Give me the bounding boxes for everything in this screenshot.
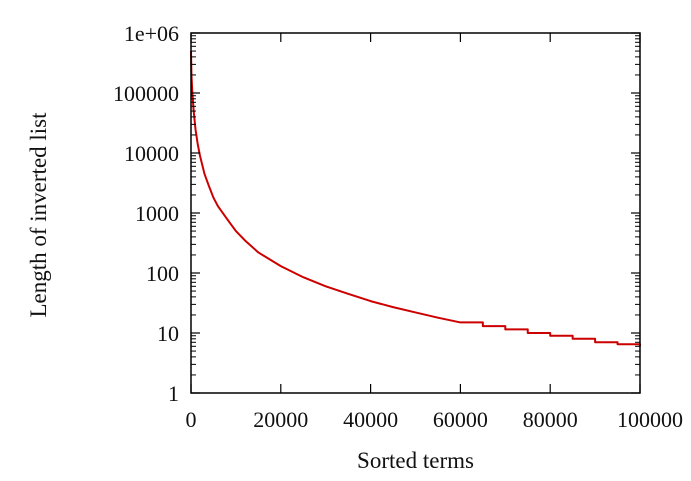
x-tick-label: 100000 [617, 407, 683, 432]
y-tick-label: 10000 [124, 141, 179, 166]
x-axis-label: Sorted terms [357, 448, 474, 473]
x-tick-label: 0 [186, 407, 197, 432]
x-tick-label: 40000 [343, 407, 398, 432]
y-tick-label: 10 [157, 321, 179, 346]
x-tick-label: 80000 [523, 407, 578, 432]
plot-layer [190, 51, 641, 347]
y-tick-label: 100 [146, 261, 179, 286]
y-tick-label: 100000 [113, 81, 179, 106]
y-axis-label: Length of inverted list [26, 112, 51, 318]
plot-frame [190, 32, 641, 394]
y-tick-label: 1 [168, 381, 179, 406]
x-tick-label: 20000 [253, 407, 308, 432]
y-tick-label: 1000 [135, 201, 179, 226]
y-tick-label: 1e+06 [124, 21, 179, 46]
x-tick-label: 60000 [433, 407, 488, 432]
data-series-line [190, 51, 641, 347]
tick-layer: 1 10 100 1000 10000 100000 1e+06 0 20000 40000 600… [113, 21, 683, 432]
